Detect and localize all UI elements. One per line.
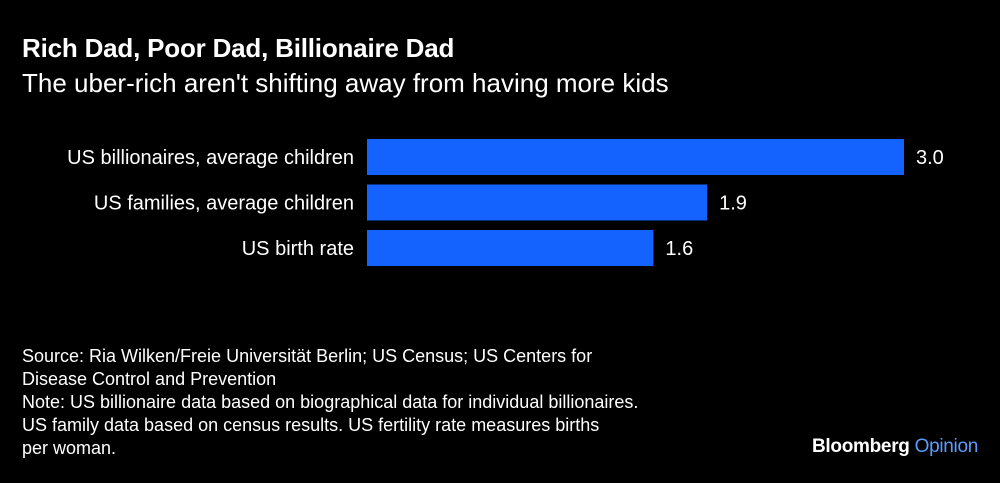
note-line: Note: US billionaire data based on biogr… — [22, 392, 639, 412]
value-label: 3.0 — [916, 147, 944, 169]
chart-title: Rich Dad, Poor Dad, Billionaire Dad — [22, 33, 455, 63]
bloomberg-opinion-logo: Bloomberg Opinion — [812, 436, 978, 458]
bar — [367, 139, 904, 175]
category-label: US birth rate — [242, 238, 354, 260]
bar — [367, 230, 654, 266]
chart-subtitle: The uber-rich aren't shifting away from … — [22, 68, 669, 98]
brand-name: Bloomberg — [812, 436, 910, 457]
brand-section: Opinion — [914, 436, 979, 457]
footnotes: Source: Ria Wilken/Freie Universität Ber… — [22, 345, 782, 460]
category-label: US families, average children — [94, 193, 354, 215]
source-line: Disease Control and Prevention — [22, 369, 277, 389]
note-line: US family data based on census results. … — [22, 415, 600, 435]
category-label: US billionaires, average children — [67, 147, 354, 169]
value-label: 1.6 — [665, 238, 693, 260]
source-line: Source: Ria Wilken/Freie Universität Ber… — [22, 346, 593, 366]
value-label: 1.9 — [719, 193, 747, 215]
note-line: per woman. — [22, 438, 117, 458]
bar — [367, 184, 708, 221]
bar-chart: US billionaires, average children 3.0 US f… — [67, 139, 944, 266]
